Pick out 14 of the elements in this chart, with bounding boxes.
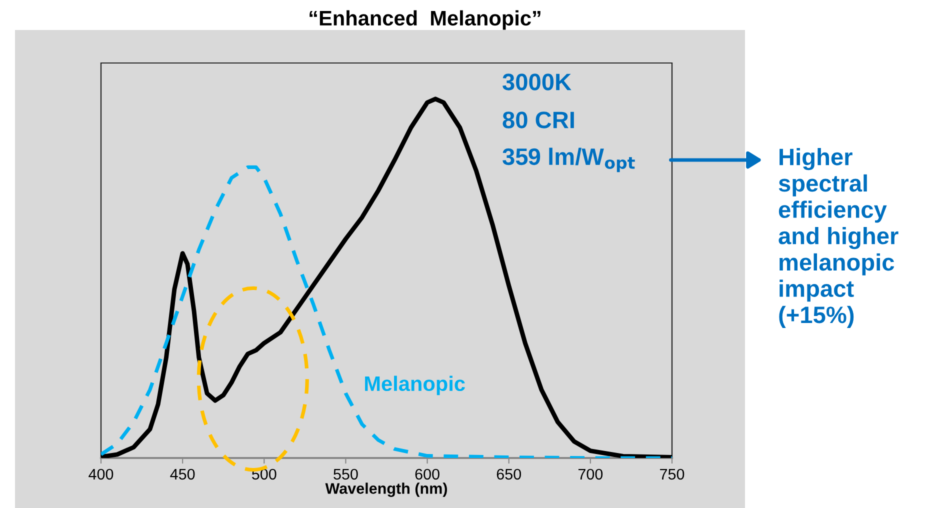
x-tick-label: 650 [496, 468, 522, 480]
chart-title: “Enhanced Melanopic” [310, 10, 540, 30]
text: Higher spectral efficiency and higher melanopic impact (+15%) [778, 148, 898, 328]
x-tick-label: 700 [578, 468, 603, 480]
x-tick-label: 600 [415, 468, 440, 480]
x-axis-title: Wavelength (nm) [325, 482, 447, 497]
x-tick-label: 450 [170, 468, 195, 480]
annotation: 80 CRI [502, 112, 574, 128]
x-tick-label: 750 [660, 468, 684, 480]
series-label: Melanopic [365, 376, 465, 396]
x-tick-label: 400 [88, 468, 114, 480]
text: 3000K [502, 74, 572, 90]
x-tick-label: 550 [334, 468, 358, 480]
annotation: 359 lm/W$_{opt}$ [502, 148, 635, 172]
